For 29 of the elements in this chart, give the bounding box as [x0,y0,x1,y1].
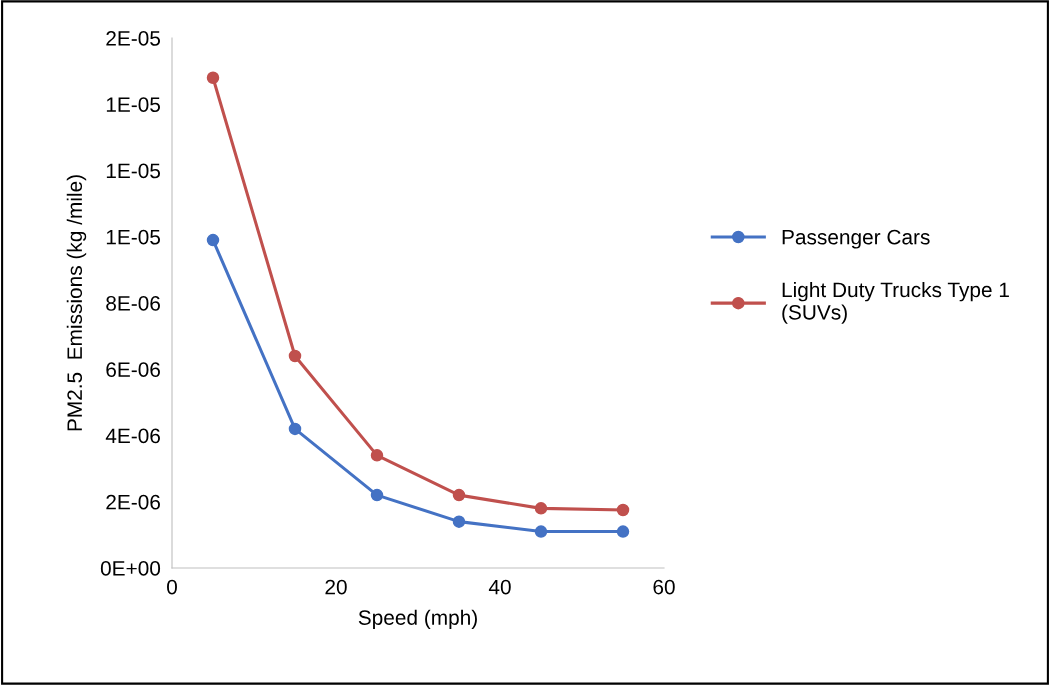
point [534,502,548,515]
x-tick-label: 0 [167,579,177,595]
y-tick-label: 1E-05 [106,97,161,112]
point [452,515,466,528]
y-axis-title: PM2.5 Emissions (kg /mile) [66,175,87,431]
point [452,488,466,502]
point [616,503,630,517]
y-tick-label: 1E-05 [106,229,161,245]
legend-label: Passenger Cars [782,229,930,249]
y-tick-label: 1E-05 [106,163,161,179]
y-tick-label: 0E+00 [100,561,161,576]
y-tick-label: 2E-05 [106,31,161,46]
x-tick-label: 20 [325,579,347,595]
x-tick-label: 40 [488,579,511,595]
y-tick-label: 6E-06 [106,362,160,377]
legend-label: Light Duty Trucks Type 1 (SUVs) [782,281,1009,324]
point [288,422,302,436]
y-tick-label: 8E-06 [106,296,160,311]
point [206,71,220,85]
point [370,488,384,502]
point [288,349,302,363]
point [534,525,548,538]
point [616,525,630,538]
x-axis-title: Speed (mph) [358,609,477,630]
x-tick-label: 60 [653,579,675,595]
point [206,233,220,247]
point [370,449,384,462]
y-tick-label: 2E-06 [106,494,160,510]
y-tick-label: 4E-06 [105,428,160,444]
